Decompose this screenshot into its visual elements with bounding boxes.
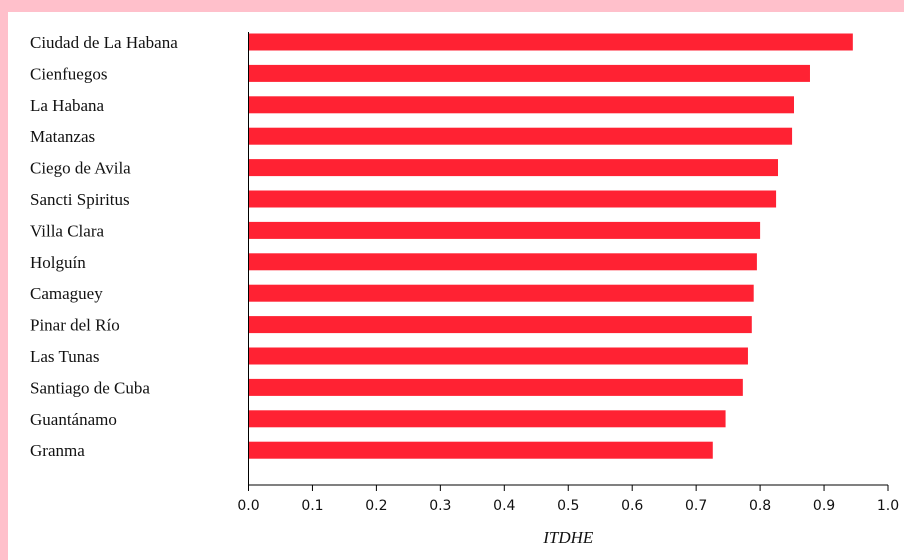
category-label: Guantánamo: [30, 410, 117, 429]
category-label: Pinar del Río: [30, 316, 120, 335]
bar: [248, 159, 779, 177]
category-label: Ciudad de La Habana: [30, 33, 178, 52]
bar: [248, 410, 726, 428]
category-label: Santiago de Cuba: [30, 378, 150, 397]
bar: [248, 96, 794, 114]
category-label: La Habana: [30, 96, 105, 115]
bar: [248, 64, 810, 82]
category-label: Las Tunas: [30, 347, 99, 366]
bar: [248, 190, 777, 208]
bar: [248, 378, 743, 396]
bars-group: [248, 33, 853, 459]
bar: [248, 33, 853, 51]
category-label: Sancti Spiritus: [30, 190, 130, 209]
bar: [248, 441, 713, 459]
x-axis-title: ITDHE: [542, 528, 594, 547]
category-labels: Ciudad de La Habana Cienfuegos La Habana Ma…: [30, 33, 178, 460]
x-tick-label: 0.7: [685, 498, 707, 514]
bar: [248, 127, 793, 145]
bar-chart: Ciudad de La Habana Cienfuegos La Habana Ma…: [30, 32, 899, 547]
category-label: Matanzas: [30, 127, 95, 146]
category-label: Camaguey: [30, 284, 103, 303]
category-label: Cienfuegos: [30, 64, 107, 83]
bar: [248, 347, 748, 365]
bar: [248, 221, 761, 239]
x-tick-label: 0.2: [365, 498, 387, 514]
bar: [248, 284, 754, 302]
x-tick-label: 0.4: [493, 498, 515, 514]
x-tick-label: 0.1: [301, 498, 323, 514]
x-tick-label: 0.9: [813, 498, 835, 514]
x-tick-label: 0.0: [237, 498, 259, 514]
bar: [248, 316, 752, 334]
x-tick-label: 0.8: [749, 498, 771, 514]
category-label: Holguín: [30, 253, 86, 272]
x-tick-label: 0.3: [429, 498, 451, 514]
category-label: Villa Clara: [30, 221, 104, 240]
category-label: Granma: [30, 441, 85, 460]
x-axis-ticks: 0.0 0.1 0.2 0.3 0.4 0.5 0.6 0.7 0.8 0.9 1.0: [237, 485, 899, 514]
category-label: Ciego de Avila: [30, 159, 131, 178]
chart-panel: Ciudad de La Habana Cienfuegos La Habana Ma…: [8, 12, 904, 560]
bar: [248, 253, 757, 271]
x-tick-label: 0.5: [557, 498, 579, 514]
x-tick-label: 1.0: [877, 498, 899, 514]
x-tick-label: 0.6: [621, 498, 643, 514]
